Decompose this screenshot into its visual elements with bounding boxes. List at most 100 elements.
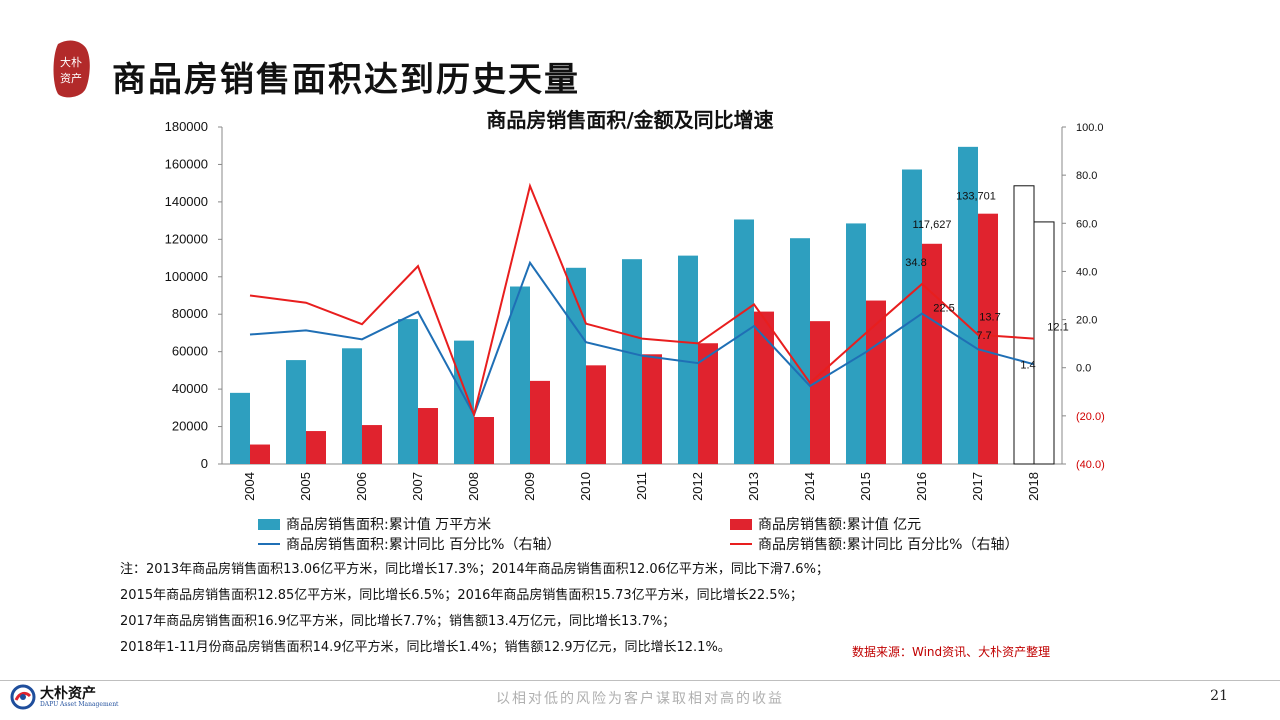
data-label: 7.7 (976, 330, 991, 342)
brand-seal-logo: 大朴 资产 (53, 40, 90, 98)
notes: 注：2013年商品房销售面积13.06亿平方米，同比增长17.3%；2014年商… (120, 557, 829, 661)
y2-tick-label: (40.0) (1076, 459, 1105, 471)
footer-subtitle: DAPU Asset Management (40, 700, 119, 708)
bar-area (678, 255, 698, 464)
note-line: 2015年商品房销售面积12.85亿平方米，同比增长6.5%；2016年商品房销… (120, 588, 803, 603)
y-tick-label: 80000 (172, 306, 208, 321)
data-label: 34.8 (905, 257, 926, 269)
bar-area (846, 223, 866, 464)
data-label: 117,627 (913, 219, 952, 231)
data-label: 12.1 (1047, 322, 1068, 334)
note-line: 2018年1-11月份商品房销售面积14.9亿平方米，同比增长1.4%；销售额1… (120, 640, 731, 655)
bar-area (958, 146, 978, 464)
y-tick-label: 40000 (172, 381, 208, 396)
x-tick-label: 2015 (858, 472, 873, 501)
bar-amount (642, 354, 662, 464)
footer-divider (0, 680, 1280, 681)
bar-amount (474, 417, 494, 464)
x-tick-label: 2016 (914, 472, 929, 501)
x-tick-label: 2013 (746, 472, 761, 501)
legend-label: 商品房销售面积:累计值 万平方米 (286, 517, 492, 533)
legend-swatch-area-bar (258, 518, 280, 530)
bar-area (1013, 185, 1035, 465)
x-tick-label: 2014 (802, 472, 817, 501)
y-tick-label: 180000 (165, 119, 208, 134)
legend-area-bar: 商品房销售面积:累计值 万平方米 (258, 514, 491, 534)
bar-amount (698, 343, 718, 464)
footer-logo-icon (10, 684, 36, 710)
data-label: 1.4 (1020, 359, 1035, 371)
y-tick-label: 100000 (165, 269, 208, 284)
y2-tick-label: 20.0 (1076, 315, 1097, 327)
bar-area (454, 340, 474, 464)
bar-amount (250, 444, 270, 464)
line-area-yoy (249, 260, 1035, 418)
x-tick-label: 2011 (634, 472, 649, 500)
legend-swatch-area-line (258, 543, 280, 545)
x-tick-label: 2005 (298, 472, 313, 501)
bar-area (342, 348, 362, 464)
y2-tick-label: 80.0 (1076, 170, 1097, 182)
legend-amount-line: 商品房销售额:累计同比 百分比%（右轴） (730, 534, 1018, 554)
x-tick-label: 2004 (242, 472, 257, 501)
bar-amount (754, 311, 774, 464)
bar-amount (978, 213, 998, 464)
bar-area (902, 169, 922, 464)
y-tick-label: 0 (201, 456, 208, 471)
bar-amount (306, 431, 326, 464)
bar-amount (922, 243, 942, 464)
note-line: 2017年商品房销售面积16.9亿平方米，同比增长7.7%；销售额13.4万亿元… (120, 614, 676, 629)
bar-amount (418, 408, 438, 464)
y2-tick-label: 0.0 (1076, 363, 1091, 375)
legend-area-line: 商品房销售面积:累计同比 百分比%（右轴） (258, 534, 560, 554)
y2-tick-label: 40.0 (1076, 266, 1097, 278)
legend-swatch-amount-line (730, 543, 752, 545)
x-tick-label: 2008 (466, 472, 481, 501)
x-tick-label: 2009 (522, 472, 537, 501)
bar-area (286, 360, 306, 464)
bar-area (790, 238, 810, 464)
data-label: 22.5 (933, 303, 954, 315)
x-tick-label: 2017 (970, 472, 985, 501)
y-tick-label: 140000 (165, 194, 208, 209)
x-tick-label: 2012 (690, 472, 705, 501)
x-tick-label: 2018 (1026, 472, 1041, 501)
line-amount-yoy (249, 182, 1035, 419)
y2-tick-label: 100.0 (1076, 122, 1104, 134)
bar-amount (586, 365, 606, 464)
y-tick-label: 160000 (165, 156, 208, 171)
bar-area (566, 267, 586, 464)
chart-title: 商品房销售面积/金额及同比增速 (486, 108, 774, 132)
y-tick-label: 20000 (172, 419, 208, 434)
legend-swatch-amount-bar (730, 518, 752, 530)
legend-amount-bar: 商品房销售额:累计值 亿元 (730, 514, 921, 534)
data-label: 133,701 (956, 191, 996, 203)
y2-tick-label: (20.0) (1076, 411, 1105, 423)
y-tick-label: 60000 (172, 344, 208, 359)
y-tick-label: 120000 (165, 231, 208, 246)
bar-amount (810, 321, 830, 464)
slide-title: 商品房销售面积达到历史天量 (112, 60, 580, 100)
footer-logo: 大朴资产 DAPU Asset Management (10, 684, 118, 710)
bar-amount (362, 425, 382, 464)
bar-area (510, 286, 530, 464)
bar-area (734, 219, 754, 464)
svg-text:大朴: 大朴 (60, 55, 82, 69)
footer-brand: 大朴资产 (40, 685, 96, 702)
footer-slogan: 以相对低的风险为客户谋取相对高的收益 (496, 691, 784, 707)
bar-area (398, 319, 418, 464)
bar-area (230, 392, 250, 464)
bar-area (622, 259, 642, 464)
x-tick-label: 2006 (354, 472, 369, 501)
legend-label: 商品房销售面积:累计同比 百分比%（右轴） (286, 537, 561, 553)
source-note: 数据来源：Wind资讯、大朴资产整理 (852, 645, 1051, 659)
x-tick-label: 2007 (410, 472, 425, 501)
svg-text:资产: 资产 (60, 71, 82, 85)
x-tick-label: 2010 (578, 472, 593, 501)
page-number: 21 (1210, 688, 1228, 704)
note-line: 注：2013年商品房销售面积13.06亿平方米，同比增长17.3%；2014年商… (120, 562, 829, 577)
legend-label: 商品房销售额:累计同比 百分比%（右轴） (758, 537, 1019, 553)
bar-amount (530, 380, 550, 464)
legend-label: 商品房销售额:累计值 亿元 (758, 517, 922, 533)
data-label: 13.7 (979, 312, 1000, 324)
